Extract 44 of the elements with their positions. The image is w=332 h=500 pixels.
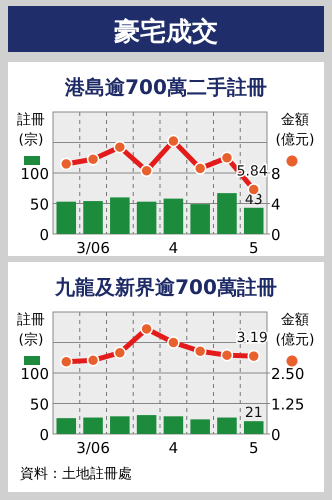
y-tick-label: 50 xyxy=(30,196,49,214)
y2-tick-label: 4 xyxy=(271,196,281,214)
x-tick-label: 3/06 xyxy=(76,439,110,457)
bar xyxy=(164,416,184,434)
chart-title: 港島逾700萬二手註冊 xyxy=(64,75,267,99)
bar xyxy=(164,198,184,234)
y-tick-label: 0 xyxy=(39,226,49,244)
x-tick-label: 4 xyxy=(168,239,178,257)
bar xyxy=(83,418,103,434)
y-tick-label: 100 xyxy=(20,365,49,383)
x-tick-label: 3/06 xyxy=(76,239,110,257)
bar xyxy=(83,201,103,234)
y2-tick-label: 0 xyxy=(271,226,281,244)
bar xyxy=(110,197,130,234)
bar xyxy=(56,202,76,234)
y2-axis-title: 金額(億元) xyxy=(276,112,314,148)
bar xyxy=(217,193,237,234)
bar xyxy=(136,202,156,234)
bar xyxy=(110,416,130,434)
bar xyxy=(136,415,156,434)
x-tick-label: 5 xyxy=(248,439,259,457)
y2-tick-label: 0 xyxy=(271,426,281,444)
y-tick-label: 50 xyxy=(30,396,49,414)
data-label: 3.19 xyxy=(236,330,268,346)
bar xyxy=(190,419,210,434)
y2-tick-label: 1.25 xyxy=(271,396,304,414)
y2-tick-label: 8 xyxy=(271,165,281,183)
bar xyxy=(217,418,237,434)
y-tick-label: 100 xyxy=(20,165,49,183)
data-label: 21 xyxy=(244,405,263,422)
bar xyxy=(190,204,210,234)
text: 豪宅成交 xyxy=(114,17,218,47)
chart-title: 九龍及新界逾700萬註冊 xyxy=(54,275,277,299)
y-axis-title: 註冊(宗) xyxy=(17,112,45,148)
text: 資料：土地註冊處 xyxy=(20,466,132,482)
x-tick-label: 5 xyxy=(248,239,259,257)
x-tick-label: 4 xyxy=(168,439,178,457)
y-axis-title: 註冊(宗) xyxy=(17,312,45,348)
bar xyxy=(244,208,264,234)
bar xyxy=(244,421,264,434)
y-tick-label: 0 xyxy=(39,426,49,444)
bar xyxy=(56,418,76,434)
y2-axis-title: 金額(億元) xyxy=(276,312,314,348)
y2-tick-label: 2.50 xyxy=(271,365,304,383)
